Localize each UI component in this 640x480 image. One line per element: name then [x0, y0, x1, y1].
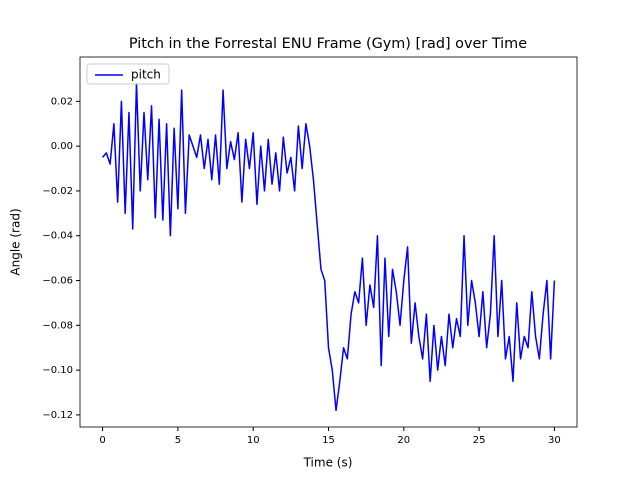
y-axis-label: Angle (rad) [9, 208, 23, 275]
legend-label: pitch [131, 68, 161, 82]
x-tick-label: 25 [473, 435, 486, 446]
y-tick-label: −0.08 [42, 320, 73, 331]
plot-frame [79, 56, 578, 428]
y-tick-label: −0.06 [42, 276, 73, 287]
y-tick-label: −0.10 [42, 365, 73, 376]
line [102, 82, 556, 412]
x-tick-label: 15 [322, 435, 335, 446]
chart-title: Pitch in the Forrestal ENU Frame (Gym) [… [129, 36, 527, 52]
x-tick-label: 20 [397, 435, 410, 446]
x-tick-label: 0 [99, 435, 105, 446]
y-tick-label: 0.02 [51, 96, 73, 107]
y-tick-label: 0.00 [51, 141, 73, 152]
x-tick-label: 5 [175, 435, 181, 446]
x-tick-label: 30 [548, 435, 561, 446]
y-tick-label: −0.04 [42, 231, 73, 242]
y-tick-label: −0.12 [42, 410, 73, 421]
x-tick-label: 10 [247, 435, 260, 446]
y-tick-label: −0.02 [42, 186, 73, 197]
x-axis-label: Time (s) [303, 456, 353, 470]
legend-box [86, 63, 170, 85]
